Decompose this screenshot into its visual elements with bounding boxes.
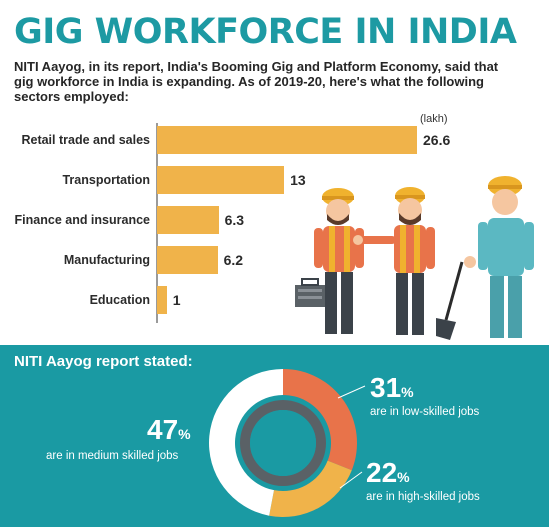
intro-text: NITI Aayog, in its report, India's Boomi… bbox=[14, 59, 499, 104]
chart-unit: (lakh) bbox=[420, 113, 448, 125]
donut-slice bbox=[269, 460, 352, 517]
bar-value-label: 6.2 bbox=[223, 252, 244, 268]
high-skill-percent: 22% bbox=[366, 457, 410, 488]
bar bbox=[157, 286, 167, 314]
worker-with-toolbox-icon bbox=[295, 188, 364, 334]
bar-value-label: 6.3 bbox=[224, 212, 245, 228]
bar bbox=[157, 166, 285, 194]
donut-inner-ring bbox=[240, 400, 326, 486]
bar-value-label: 13 bbox=[290, 172, 306, 188]
leader-line bbox=[337, 385, 366, 399]
bar-value-label: 1 bbox=[172, 292, 181, 308]
donut-slice bbox=[208, 369, 283, 516]
report-title: NITI Aayog report stated: bbox=[14, 353, 193, 370]
bar bbox=[157, 206, 219, 234]
bar-category-label: Education bbox=[89, 293, 150, 307]
worker-with-shovel-icon bbox=[436, 176, 534, 340]
medium-skill-percent: 47% bbox=[147, 414, 191, 445]
donut-slice bbox=[283, 368, 357, 471]
page-title: GIG WORKFORCE IN INDIA bbox=[14, 12, 517, 52]
bar-value-label: 26.6 bbox=[423, 132, 451, 148]
worker-pointing-icon bbox=[353, 187, 435, 335]
bar bbox=[157, 246, 218, 274]
low-skill-label: are in low-skilled jobs bbox=[370, 406, 480, 418]
bar bbox=[157, 126, 417, 154]
bar-category-label: Manufacturing bbox=[63, 253, 150, 267]
medium-skill-label: are in medium skilled jobs bbox=[46, 450, 179, 462]
donut-hole bbox=[250, 410, 316, 476]
workers-illustration bbox=[295, 176, 534, 340]
low-skill-percent: 31% bbox=[370, 372, 414, 403]
bar-category-label: Retail trade and sales bbox=[21, 133, 150, 147]
high-skill-label: are in high-skilled jobs bbox=[366, 491, 480, 503]
bar-category-label: Transportation bbox=[62, 173, 150, 187]
bar-category-label: Finance and insurance bbox=[14, 213, 150, 227]
leader-line bbox=[339, 471, 363, 489]
